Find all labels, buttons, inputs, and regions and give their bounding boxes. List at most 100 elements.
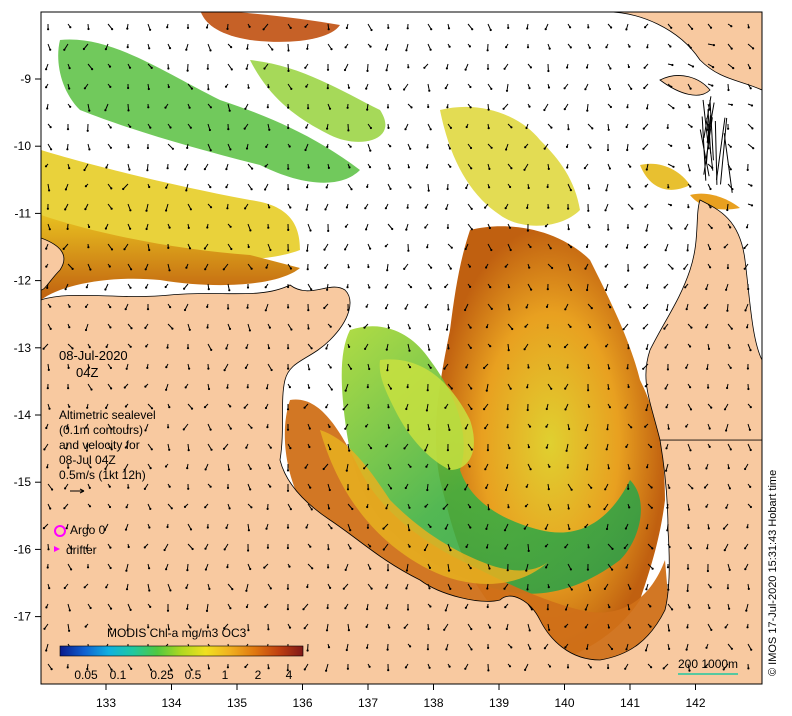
- velocity-arrow: [504, 523, 509, 531]
- velocity-arrow-head: [549, 247, 552, 250]
- velocity-arrow-head: [46, 207, 50, 210]
- velocity-arrow-head: [726, 587, 730, 590]
- velocity-arrow-head: [649, 625, 652, 628]
- velocity-arrow-head: [50, 668, 53, 671]
- colorbar-tick-label: 4: [286, 668, 293, 682]
- velocity-arrow-head: [326, 606, 329, 610]
- velocity-arrow: [303, 603, 309, 610]
- velocity-arrow-head: [247, 86, 250, 89]
- velocity-arrow-head: [382, 548, 385, 551]
- velocity-arrow-head: [486, 449, 489, 452]
- velocity-arrow-head: [227, 128, 230, 131]
- velocity-arrow-head: [587, 209, 590, 212]
- velocity-arrow-head: [186, 467, 189, 470]
- velocity-arrow-head: [651, 547, 654, 550]
- velocity-arrow-head: [46, 107, 49, 110]
- velocity-arrow: [206, 603, 209, 611]
- velocity-arrow-head: [508, 226, 512, 229]
- velocity-arrow-head: [167, 628, 170, 631]
- velocity-arrow: [267, 43, 273, 50]
- velocity-arrow-head: [551, 266, 554, 270]
- velocity-arrow-head: [628, 608, 631, 611]
- velocity-arrow-head: [428, 348, 431, 351]
- velocity-arrow-head: [249, 488, 252, 491]
- velocity-arrow: [224, 363, 229, 371]
- longitude-tick-label: 136: [292, 696, 312, 710]
- velocity-arrow-head: [671, 608, 674, 611]
- velocity-arrow-head: [68, 167, 71, 170]
- velocity-arrow-head: [344, 248, 347, 251]
- velocity-arrow-head: [429, 128, 432, 131]
- velocity-arrow-head: [103, 528, 106, 532]
- velocity-arrow-head: [184, 386, 187, 389]
- velocity-arrow-head: [42, 527, 46, 530]
- velocity-arrow-head: [587, 389, 590, 392]
- velocity-arrow-head: [566, 466, 569, 469]
- velocity-arrow-head: [663, 327, 666, 330]
- velocity-arrow-head: [685, 308, 688, 311]
- velocity-arrow-head: [749, 448, 752, 452]
- velocity-arrow-head: [127, 146, 130, 149]
- velocity-arrow-head: [631, 207, 634, 210]
- velocity-arrow-head: [225, 168, 228, 171]
- velocity-arrow-head: [643, 266, 646, 269]
- velocity-arrow-head: [286, 408, 290, 411]
- velocity-arrow-head: [128, 66, 132, 69]
- velocity-arrow-head: [584, 525, 587, 529]
- velocity-arrow: [702, 99, 709, 148]
- velocity-arrow-head: [566, 366, 569, 369]
- velocity-arrow-head: [752, 147, 755, 150]
- velocity-arrow-head: [145, 227, 148, 231]
- velocity-arrow-head: [163, 548, 166, 552]
- velocity-arrow-head: [365, 87, 368, 90]
- velocity-arrow-head: [209, 485, 212, 488]
- velocity-arrow: [164, 543, 169, 551]
- velocity-arrow-head: [704, 665, 707, 669]
- velocity-arrow-head: [122, 187, 125, 191]
- velocity-arrow-head: [385, 586, 388, 589]
- latitude-tick-label: -13: [14, 341, 32, 355]
- velocity-arrow-head: [746, 626, 749, 629]
- velocity-arrow-head: [509, 248, 512, 252]
- velocity-arrow-head: [544, 545, 548, 548]
- velocity-arrow-head: [626, 367, 629, 370]
- velocity-arrow-head: [83, 586, 86, 589]
- velocity-arrow: [447, 563, 450, 571]
- velocity-arrow-head: [182, 428, 185, 431]
- velocity-arrow-head: [268, 326, 271, 329]
- velocity-arrow-head: [47, 368, 50, 371]
- velocity-arrow-head: [690, 326, 693, 329]
- velocity-arrow-head: [565, 449, 568, 452]
- velocity-arrow-head: [287, 106, 290, 109]
- velocity-arrow-head: [745, 226, 749, 229]
- velocity-arrow-head: [308, 445, 311, 449]
- velocity-arrow-head: [403, 88, 406, 91]
- velocity-arrow-head: [444, 609, 447, 612]
- velocity-arrow-head: [668, 629, 671, 632]
- velocity-arrow-head: [110, 187, 113, 190]
- velocity-arrow-head: [309, 229, 312, 232]
- argo-label: Argo 0: [70, 523, 106, 537]
- velocity-arrow-head: [505, 89, 509, 92]
- velocity-arrow-head: [164, 106, 167, 109]
- velocity-arrow-head: [443, 628, 446, 631]
- velocity-arrow-head: [349, 547, 352, 550]
- velocity-arrow-head: [111, 28, 114, 31]
- velocity-arrow: [567, 583, 573, 590]
- velocity-arrow-head: [286, 526, 290, 529]
- velocity-arrow-head: [271, 48, 274, 51]
- velocity-arrow-head: [48, 407, 51, 410]
- velocity-arrow-head: [428, 666, 431, 669]
- velocity-arrow-head: [486, 49, 489, 52]
- velocity-arrow-head: [147, 106, 150, 109]
- velocity-arrow-head: [105, 345, 108, 348]
- velocity-arrow-head: [186, 69, 189, 72]
- velocity-arrow-head: [288, 145, 291, 148]
- velocity-arrow-head: [367, 406, 370, 409]
- velocity-arrow-head: [286, 428, 290, 431]
- velocity-arrow-head: [148, 567, 151, 570]
- velocity-arrow-head: [171, 327, 174, 330]
- velocity-arrow-head: [642, 127, 645, 130]
- velocity-arrow-head: [470, 628, 473, 631]
- velocity-arrow-head: [628, 467, 631, 470]
